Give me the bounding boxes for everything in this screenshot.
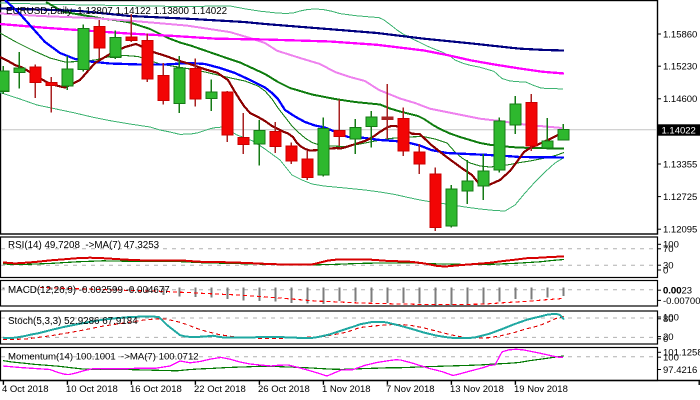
svg-text:0: 0 bbox=[663, 265, 668, 276]
svg-text:0: 0 bbox=[663, 334, 668, 345]
svg-text:30: 30 bbox=[663, 261, 674, 272]
svg-text:Stoch(5,3,3) 52.9286 67.9184: Stoch(5,3,3) 52.9286 67.9184 bbox=[8, 316, 138, 327]
svg-text:MACD(12,26,9) -0.002599 -0.004: MACD(12,26,9) -0.002599 -0.004677 bbox=[8, 285, 170, 296]
svg-text:100: 100 bbox=[663, 240, 679, 251]
svg-text:22 Oct 2018: 22 Oct 2018 bbox=[194, 384, 246, 395]
svg-text:80: 80 bbox=[663, 314, 674, 325]
svg-text:4 Oct 2018: 4 Oct 2018 bbox=[2, 384, 48, 395]
svg-text:26 Oct 2018: 26 Oct 2018 bbox=[258, 384, 310, 395]
svg-text:97.4216: 97.4216 bbox=[663, 365, 697, 376]
svg-text:70: 70 bbox=[663, 244, 674, 255]
svg-text:1.14600: 1.14600 bbox=[663, 94, 697, 105]
svg-text:100: 100 bbox=[663, 312, 679, 323]
svg-text:EURUSD,Daily 1.13807 1.14122: EURUSD,Daily 1.13807 1.14122 1.13800 1.1… bbox=[6, 6, 227, 17]
svg-text:100: 100 bbox=[663, 353, 679, 364]
svg-text:7 Nov 2018: 7 Nov 2018 bbox=[386, 384, 435, 395]
svg-text:101.1258: 101.1258 bbox=[663, 348, 700, 359]
svg-text:20: 20 bbox=[663, 332, 674, 343]
svg-text:1.15230: 1.15230 bbox=[663, 62, 697, 73]
svg-text:1.12095: 1.12095 bbox=[663, 225, 697, 236]
svg-text:RSI(14) 49.7208 ->MA(7) 47.32: RSI(14) 49.7208 ->MA(7) 47.3253 bbox=[8, 240, 160, 251]
svg-text:0.0023: 0.0023 bbox=[663, 286, 692, 297]
svg-text:19 Nov 2018: 19 Nov 2018 bbox=[514, 384, 568, 395]
svg-text:1.12725: 1.12725 bbox=[663, 192, 697, 203]
svg-text:1.14022: 1.14022 bbox=[662, 125, 696, 136]
svg-text:Momentum(14) 100.1001 ->MA(7): Momentum(14) 100.1001 ->MA(7) 100.0712 bbox=[8, 351, 199, 362]
svg-text:1.13355: 1.13355 bbox=[663, 159, 697, 170]
svg-text:16 Oct 2018: 16 Oct 2018 bbox=[130, 384, 182, 395]
svg-text:1 Nov 2018: 1 Nov 2018 bbox=[322, 384, 371, 395]
svg-text:13 Nov 2018: 13 Nov 2018 bbox=[450, 384, 504, 395]
svg-text:1.15860: 1.15860 bbox=[663, 29, 697, 40]
svg-text:10 Oct 2018: 10 Oct 2018 bbox=[66, 384, 118, 395]
svg-text:0.00: 0.00 bbox=[663, 286, 682, 297]
svg-text:-0.007007: -0.007007 bbox=[663, 296, 700, 307]
